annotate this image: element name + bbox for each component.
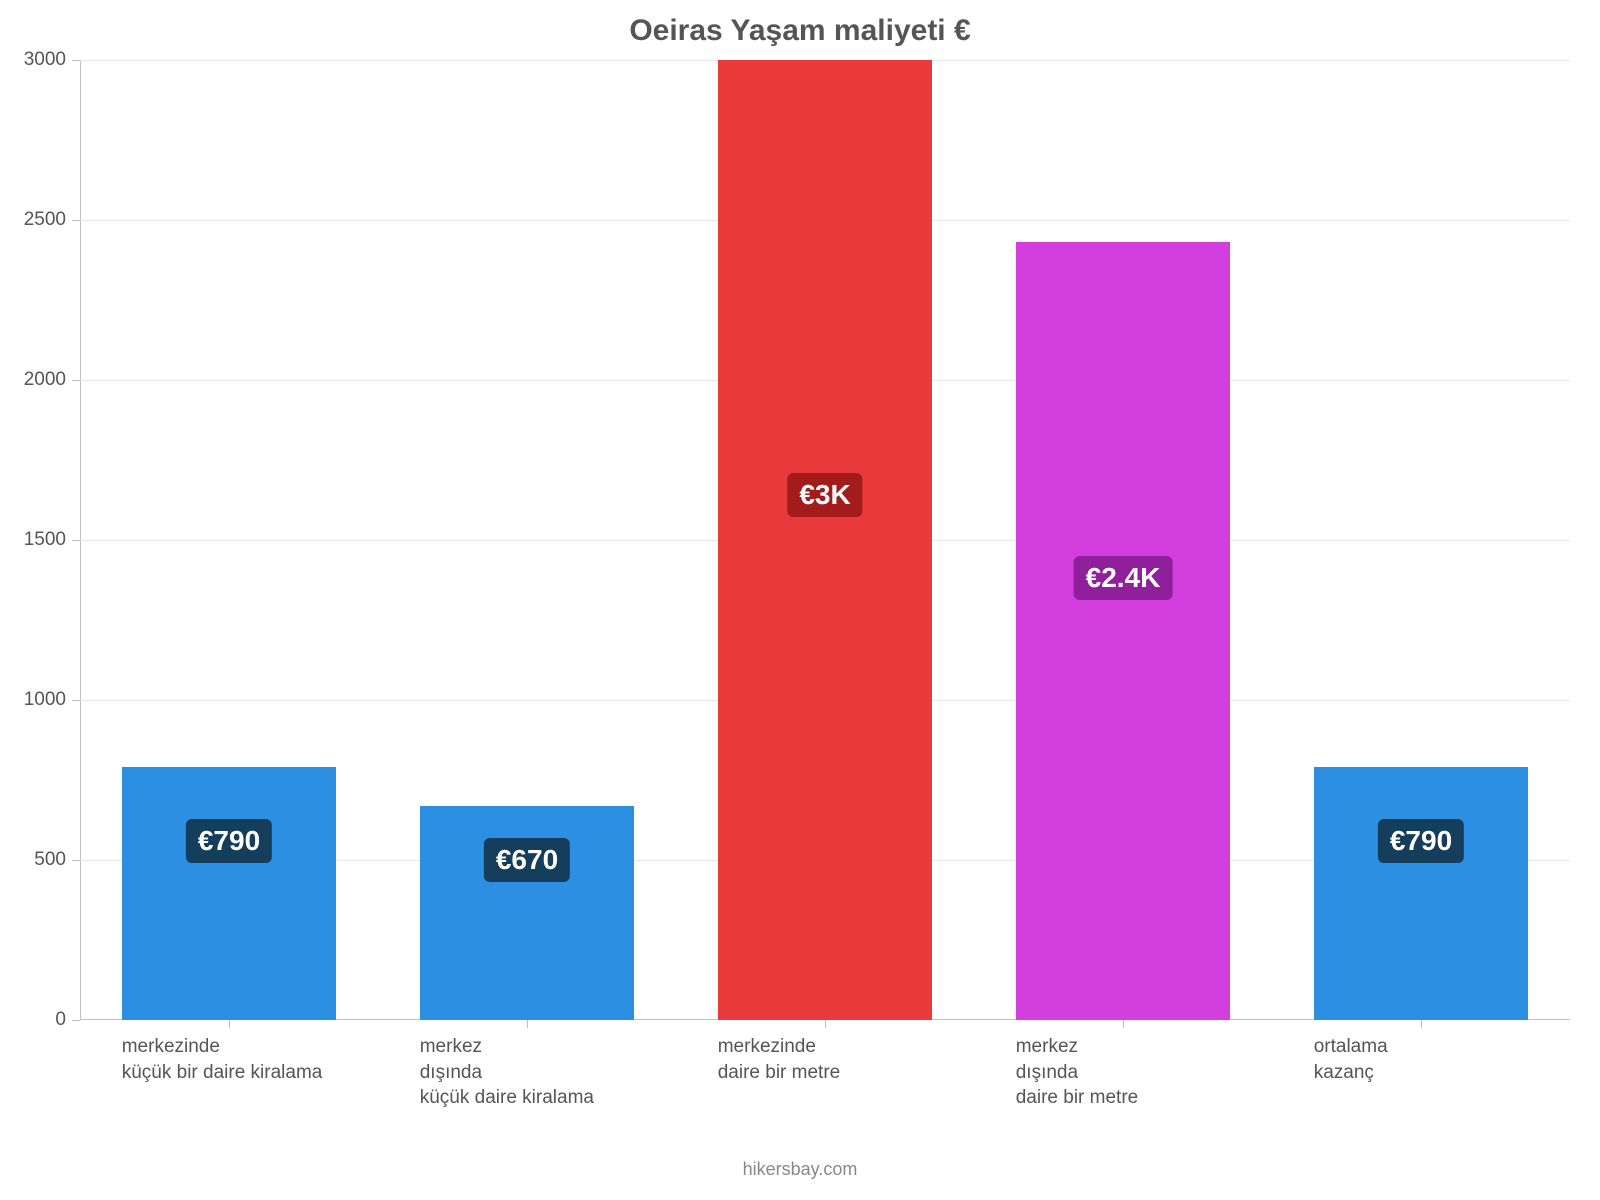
x-tick-label: ortalamakazanç	[1314, 1034, 1569, 1085]
bar-value-label: €790	[186, 819, 272, 863]
y-tick	[72, 380, 80, 381]
y-tick	[72, 220, 80, 221]
y-tick-label: 2000	[6, 369, 66, 391]
chart-title: Oeiras Yaşam maliyeti €	[0, 14, 1600, 48]
x-tick-label: merkezdışındaküçük daire kiralama	[420, 1034, 675, 1111]
x-tick-label: merkezindeküçük bir daire kiralama	[122, 1034, 377, 1085]
x-tick-label: merkezindedaire bir metre	[718, 1034, 973, 1085]
y-tick-label: 3000	[6, 49, 66, 71]
y-tick	[72, 60, 80, 61]
y-tick-label: 0	[6, 1009, 66, 1031]
credit-text: hikersbay.com	[0, 1159, 1600, 1180]
x-tick	[1123, 1020, 1124, 1028]
x-tick-label: merkezdışındadaire bir metre	[1016, 1034, 1271, 1111]
y-tick	[72, 860, 80, 861]
x-tick	[527, 1020, 528, 1028]
y-tick	[72, 700, 80, 701]
chart-container: Oeiras Yaşam maliyeti € 0500100015002000…	[0, 0, 1600, 1200]
x-tick	[1421, 1020, 1422, 1028]
plot-area: 050010001500200025003000€790merkezindekü…	[80, 60, 1570, 1020]
bar-value-label: €2.4K	[1074, 556, 1173, 600]
bar	[1314, 767, 1529, 1020]
x-tick	[825, 1020, 826, 1028]
bar-value-label: €790	[1378, 819, 1464, 863]
y-tick-label: 1500	[6, 529, 66, 551]
bar	[122, 767, 337, 1020]
bar	[718, 60, 933, 1020]
bar	[1016, 242, 1231, 1020]
bar-value-label: €670	[484, 838, 570, 882]
y-tick-label: 500	[6, 849, 66, 871]
y-tick	[72, 1020, 80, 1021]
y-tick-label: 1000	[6, 689, 66, 711]
y-tick-label: 2500	[6, 209, 66, 231]
bar-value-label: €3K	[787, 473, 862, 517]
y-tick	[72, 540, 80, 541]
x-tick	[229, 1020, 230, 1028]
